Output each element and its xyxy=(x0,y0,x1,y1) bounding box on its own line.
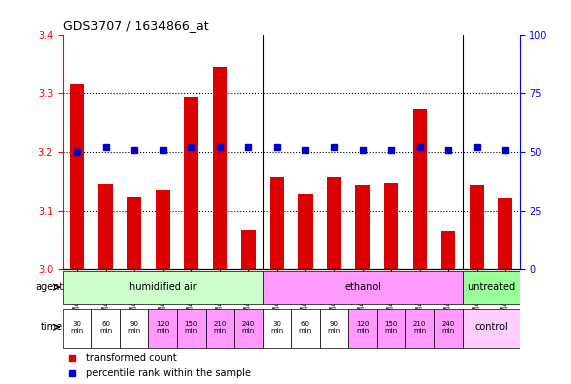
Bar xyxy=(470,185,484,270)
FancyBboxPatch shape xyxy=(63,308,91,348)
Text: 120
min: 120 min xyxy=(356,321,369,334)
Bar xyxy=(184,98,199,270)
Text: 150
min: 150 min xyxy=(384,321,398,334)
FancyBboxPatch shape xyxy=(291,308,320,348)
Bar xyxy=(384,182,399,270)
Bar xyxy=(327,177,341,270)
FancyBboxPatch shape xyxy=(177,308,206,348)
Bar xyxy=(441,231,455,270)
FancyBboxPatch shape xyxy=(377,308,405,348)
FancyBboxPatch shape xyxy=(463,271,520,305)
FancyBboxPatch shape xyxy=(463,308,520,348)
Text: transformed count: transformed count xyxy=(86,353,176,362)
Text: 210
min: 210 min xyxy=(213,321,227,334)
Bar xyxy=(355,185,370,270)
Bar xyxy=(155,190,170,270)
Text: 60
min: 60 min xyxy=(299,321,312,334)
Text: ethanol: ethanol xyxy=(344,282,381,292)
FancyBboxPatch shape xyxy=(434,308,463,348)
Text: 150
min: 150 min xyxy=(184,321,198,334)
FancyBboxPatch shape xyxy=(405,308,434,348)
Bar xyxy=(213,67,227,270)
FancyBboxPatch shape xyxy=(234,308,263,348)
Text: 240
min: 240 min xyxy=(441,321,455,334)
FancyBboxPatch shape xyxy=(320,308,348,348)
FancyBboxPatch shape xyxy=(263,308,291,348)
FancyBboxPatch shape xyxy=(348,308,377,348)
Bar xyxy=(412,109,427,270)
FancyBboxPatch shape xyxy=(263,271,463,305)
Text: 90
min: 90 min xyxy=(327,321,341,334)
FancyBboxPatch shape xyxy=(206,308,234,348)
Text: percentile rank within the sample: percentile rank within the sample xyxy=(86,367,251,377)
Text: GDS3707 / 1634866_at: GDS3707 / 1634866_at xyxy=(63,19,208,32)
Bar xyxy=(241,230,256,270)
Text: untreated: untreated xyxy=(467,282,515,292)
FancyBboxPatch shape xyxy=(63,271,263,305)
Text: 90
min: 90 min xyxy=(127,321,141,334)
Text: time: time xyxy=(41,322,63,332)
FancyBboxPatch shape xyxy=(91,308,120,348)
FancyBboxPatch shape xyxy=(148,308,177,348)
Text: humidified air: humidified air xyxy=(129,282,196,292)
Text: 240
min: 240 min xyxy=(242,321,255,334)
Bar xyxy=(70,84,85,270)
Bar xyxy=(498,198,513,270)
Text: 120
min: 120 min xyxy=(156,321,170,334)
Text: agent: agent xyxy=(35,282,63,292)
Bar xyxy=(127,197,142,270)
Text: 210
min: 210 min xyxy=(413,321,427,334)
Bar xyxy=(270,177,284,270)
Bar xyxy=(299,194,313,270)
Text: control: control xyxy=(474,322,508,332)
Text: 30
min: 30 min xyxy=(70,321,84,334)
Text: 30
min: 30 min xyxy=(270,321,284,334)
Bar xyxy=(99,184,113,270)
Text: 60
min: 60 min xyxy=(99,321,112,334)
FancyBboxPatch shape xyxy=(120,308,148,348)
